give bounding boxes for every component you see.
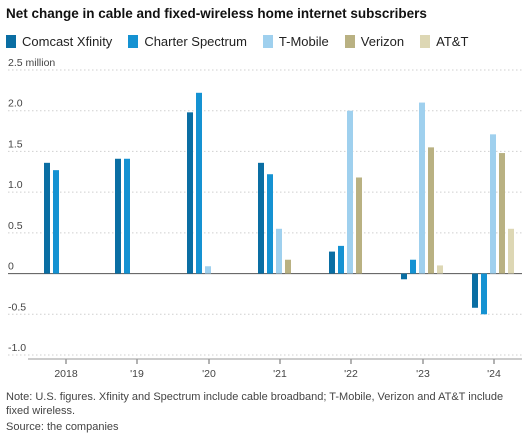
bar-comcast-xfinity-6: [472, 273, 478, 308]
x-tick-label: '22: [344, 368, 358, 380]
y-tick-label: 0: [8, 261, 14, 273]
bar-charter-spectrum-6: [481, 273, 487, 315]
x-tick-label: '20: [202, 368, 216, 380]
legend-item-comcast: Comcast Xfinity: [6, 34, 112, 49]
chart-title: Net change in cable and fixed-wireless h…: [6, 6, 427, 21]
y-tick-label: 2.5 million: [8, 57, 55, 69]
chart-note: Note: U.S. figures. Xfinity and Spectrum…: [6, 391, 504, 417]
x-tick-label: '23: [416, 368, 430, 380]
legend-swatch-comcast: [6, 35, 16, 48]
bar-t-mobile-4: [347, 110, 353, 274]
bar-comcast-xfinity-4: [329, 251, 335, 274]
legend-label-att: AT&T: [436, 34, 469, 49]
bar-charter-spectrum-4: [338, 245, 344, 274]
bar-comcast-xfinity-1: [115, 158, 121, 274]
y-tick-label: 1.5: [8, 138, 23, 150]
legend-label-tmobile: T-Mobile: [278, 34, 329, 49]
bar-charter-spectrum-0: [53, 170, 59, 274]
bar-t-mobile-6: [490, 134, 496, 274]
bar-chart: -1.0 -0.5 0 0.5 1.0 1.5 2.0 2.5 million 2018 '19 '…: [8, 57, 522, 380]
bar-charter-spectrum-1: [124, 158, 130, 274]
bar-comcast-xfinity-3: [258, 162, 264, 274]
legend-swatch-charter: [128, 35, 139, 48]
y-tick-label: 0.5: [8, 220, 23, 232]
y-tick-label: -0.5: [8, 301, 26, 313]
bar-verizon-4: [356, 177, 362, 274]
legend-item-charter: Charter Spectrum: [128, 34, 247, 49]
legend-item-verizon: Verizon: [344, 34, 405, 49]
bar-t-mobile-5: [419, 102, 425, 274]
x-tick-label: '21: [273, 368, 287, 380]
y-tick-label: 2.0: [8, 98, 23, 110]
chart-legend: Comcast Xfinity Charter Spectrum T-Mobil…: [6, 34, 468, 49]
x-tick-label: 2018: [54, 368, 78, 380]
legend-item-tmobile: T-Mobile: [262, 34, 329, 49]
bar-verizon-5: [428, 147, 434, 274]
bar-comcast-xfinity-2: [187, 112, 193, 274]
legend-label-charter: Charter Spectrum: [144, 34, 247, 49]
legend-swatch-att: [420, 35, 431, 48]
bar-verizon-6: [499, 153, 505, 274]
legend-label-verizon: Verizon: [360, 34, 405, 49]
bar-comcast-xfinity-5: [401, 273, 407, 280]
legend-swatch-tmobile: [262, 35, 273, 48]
bar-charter-spectrum-2: [196, 92, 202, 274]
bar-verizon-3: [285, 259, 291, 274]
y-tick-label: -1.0: [8, 342, 26, 354]
legend-swatch-verizon: [344, 35, 355, 48]
bar-at-t-5: [437, 265, 443, 274]
bar-charter-spectrum-5: [410, 259, 416, 274]
bar-charter-spectrum-3: [267, 174, 273, 274]
legend-item-att: AT&T: [420, 34, 468, 49]
legend-label-comcast: Comcast Xfinity: [22, 34, 113, 49]
x-tick-label: '19: [130, 368, 144, 380]
bar-t-mobile-2: [205, 266, 211, 274]
bar-at-t-6: [508, 228, 514, 274]
y-tick-label: 1.0: [8, 179, 23, 191]
chart-source: Source: the companies: [6, 421, 119, 433]
bar-t-mobile-3: [276, 228, 282, 274]
x-tick-label: '24: [487, 368, 501, 380]
bar-comcast-xfinity-0: [44, 162, 50, 274]
